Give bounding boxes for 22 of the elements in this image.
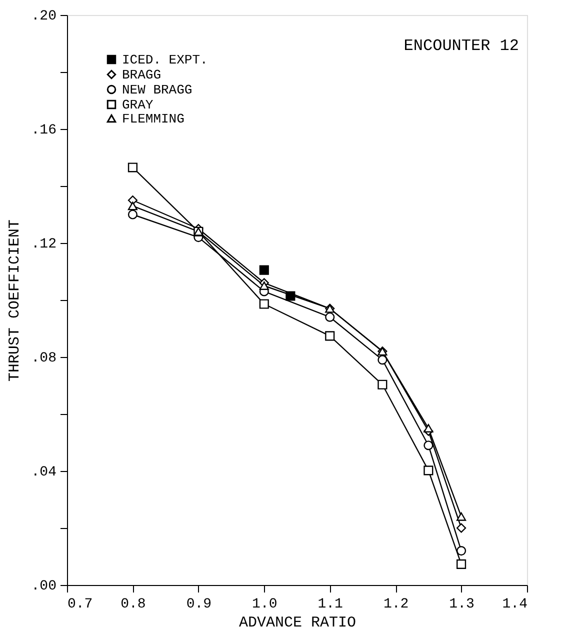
x-tick-label: 0.7 (68, 596, 93, 612)
y-tick-label: .20 (31, 8, 56, 24)
x-tick-label: 1.0 (252, 596, 278, 612)
legend-label: NEW BRAGG (122, 82, 192, 98)
legend-label: ICED. EXPT. (122, 52, 208, 68)
legend-label: GRAY (122, 98, 154, 112)
y-tick-label: .16 (31, 122, 56, 138)
x-axis-title: ADVANCE RATIO (238, 614, 356, 631)
y-axis-title: THRUST COEFFICIENT (6, 219, 24, 382)
y-tick-label: .08 (31, 350, 56, 366)
x-tick-label: 0.8 (120, 596, 146, 612)
x-tick-label: 1.3 (449, 596, 474, 612)
y-tick-label: .04 (31, 464, 56, 480)
y-tick-label: .00 (31, 578, 56, 594)
legend-label: BRAGG (122, 68, 162, 82)
x-tick-label: 1.2 (383, 596, 409, 612)
legend-label: FLEMMING (122, 112, 184, 126)
y-tick-label: .12 (31, 236, 56, 252)
x-tick-label: 1.1 (318, 596, 343, 612)
x-tick-label: 0.9 (186, 596, 212, 612)
annotation: ENCOUNTER 12 (404, 37, 519, 55)
x-tick-label: 1.4 (502, 596, 528, 612)
